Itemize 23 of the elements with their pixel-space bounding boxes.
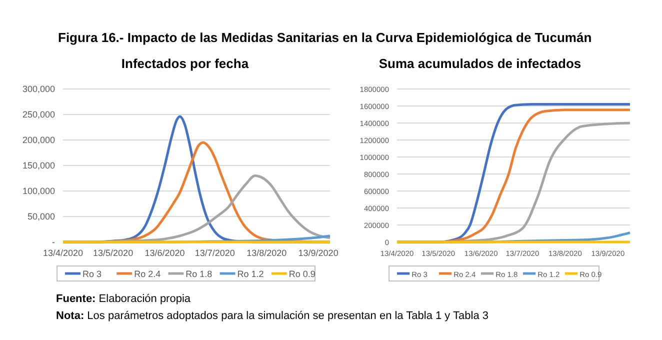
source-note: Fuente: Elaboración propia	[56, 293, 192, 305]
x-tick-label: 13/5/2020	[93, 248, 134, 258]
legend-label: Ro 0.9	[288, 269, 316, 279]
legend-label: Ro 3	[82, 269, 102, 279]
chart-subtitle: Infectados por fecha	[121, 56, 250, 71]
y-tick-label: 150,000	[22, 160, 55, 170]
y-tick-label: 200,000	[22, 135, 55, 145]
legend-label: Ro 2.4	[134, 269, 161, 279]
text: Nota: Los parámetros adoptados para la simulación se presentan en la Tabla 1 y Tabla 3	[56, 310, 489, 322]
x-tick-label: 13/9/2020	[298, 248, 338, 258]
chart-title: Figura 16.- Impacto de las Medidas Sanitarias en la Curva Epidemiológica de Tucumán	[58, 30, 592, 45]
x-tick-label: 13/8/2020	[246, 248, 287, 258]
y-tick-label: 300,000	[22, 84, 55, 94]
x-tick-label: 13/4/2020	[42, 248, 84, 258]
chart-title: Suma acumulados de infectados	[378, 56, 582, 71]
legend-label: Ro 1.2	[237, 269, 264, 279]
y-tick-label: -	[52, 237, 55, 247]
x-tick-label: 13/6/2020	[144, 248, 185, 258]
y-tick-label: 100,000	[22, 186, 55, 196]
legend-label: Ro 1.8	[186, 269, 212, 279]
y-tick-label: 250,000	[22, 110, 55, 120]
y-tick-label: 50,000	[27, 212, 55, 222]
x-tick-label: 13/7/2020	[194, 248, 235, 258]
